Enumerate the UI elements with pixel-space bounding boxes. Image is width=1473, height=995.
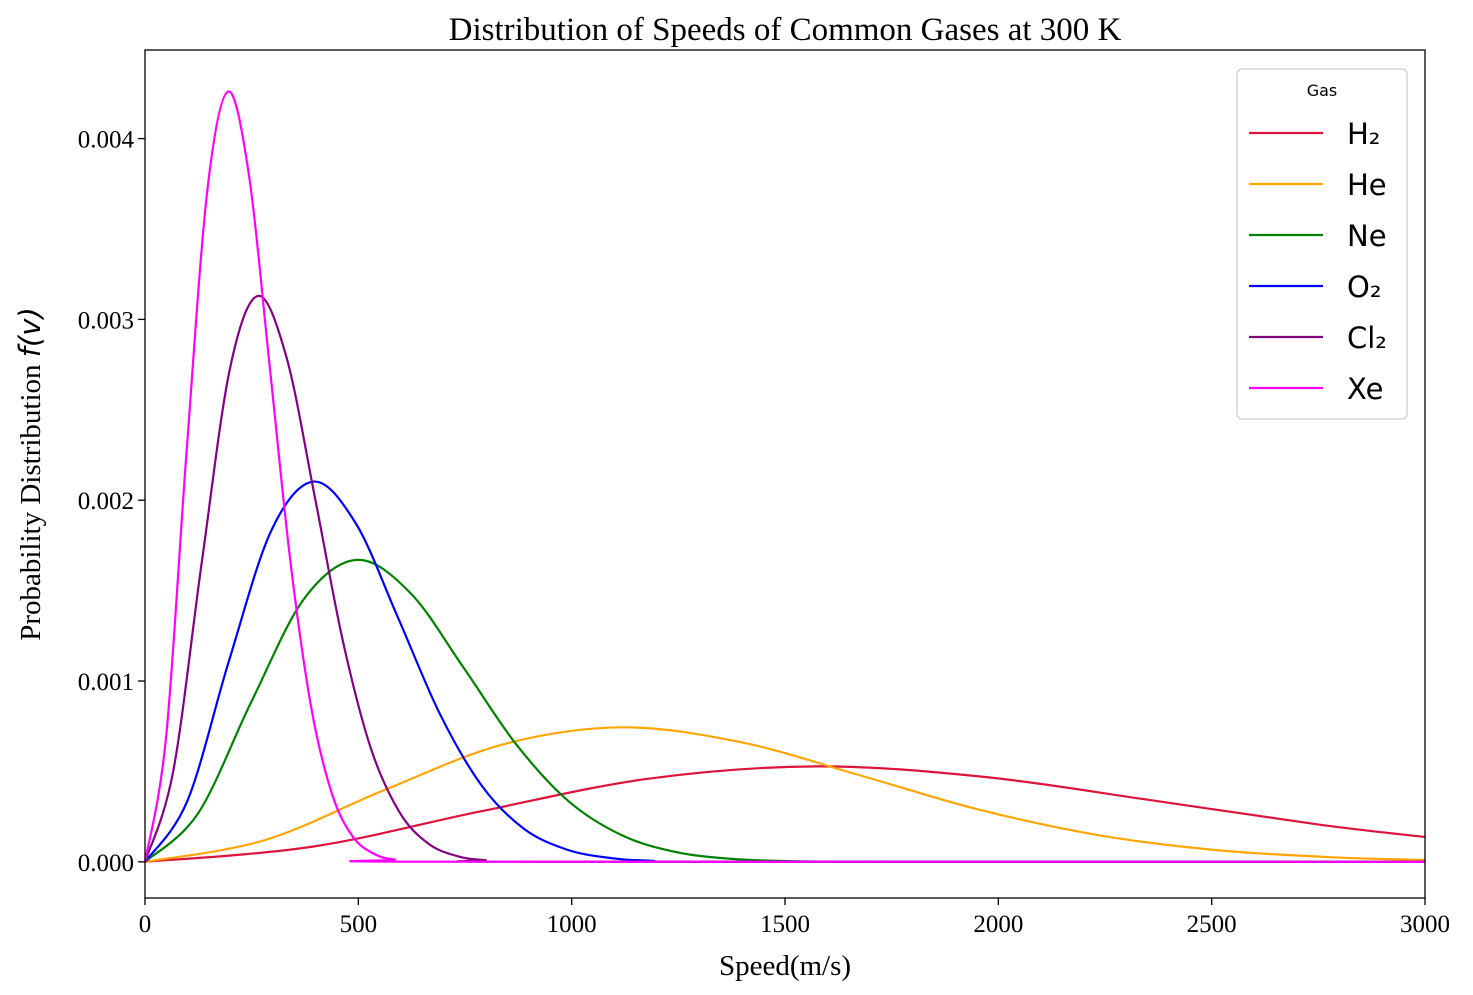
x-tick-label: 500 — [340, 911, 378, 938]
legend-label-3: O₂ — [1347, 270, 1381, 304]
x-axis: 0 500 1000 1500 2000 2500 3000 — [139, 898, 1450, 938]
y-tick-label: 0.002 — [78, 488, 134, 515]
x-tick-label: 3000 — [1400, 911, 1450, 938]
series-line-2 — [144, 558, 1426, 863]
y-tick-label: 0.003 — [78, 307, 134, 334]
x-axis-label: Speed(m/s) — [719, 950, 851, 982]
legend: Gas H₂ He Ne O₂ Cl₂ Xe — [1236, 68, 1408, 420]
series-line-5 — [143, 90, 1426, 863]
legend-label-0: H₂ — [1347, 117, 1380, 151]
x-tick-label: 2000 — [973, 911, 1023, 938]
y-axis: 0.000 0.001 0.002 0.003 0.004 — [78, 127, 145, 877]
series-line-4 — [143, 294, 1426, 863]
legend-label-4: Cl₂ — [1347, 321, 1387, 355]
y-axis-label: Probability Distribution f(v) — [13, 307, 47, 641]
x-tick-label: 1500 — [760, 911, 810, 938]
y-tick-label: 0.004 — [78, 127, 135, 154]
series-line-1 — [144, 726, 1426, 863]
x-tick-label: 1000 — [547, 911, 597, 938]
y-tick-label: 0.001 — [78, 669, 134, 696]
x-tick-label: 2500 — [1187, 911, 1237, 938]
y-axis-label-text: Probability Distribution — [15, 364, 47, 641]
x-tick-label: 0 — [139, 911, 152, 938]
y-tick-label: 0.000 — [78, 850, 134, 877]
legend-label-2: Ne — [1347, 219, 1387, 253]
chart-title: Distribution of Speeds of Common Gases a… — [449, 12, 1122, 48]
y-axis-label-math: f(v) — [13, 307, 47, 357]
legend-label-1: He — [1347, 168, 1387, 202]
series-line-0 — [144, 765, 1426, 863]
legend-title: Gas — [1307, 81, 1338, 100]
legend-label-5: Xe — [1347, 372, 1383, 406]
series-layer — [143, 90, 1426, 863]
legend-items: H₂ He Ne O₂ Cl₂ Xe — [1249, 117, 1387, 406]
plot-frame — [144, 49, 1426, 899]
legend-box — [1236, 68, 1408, 420]
